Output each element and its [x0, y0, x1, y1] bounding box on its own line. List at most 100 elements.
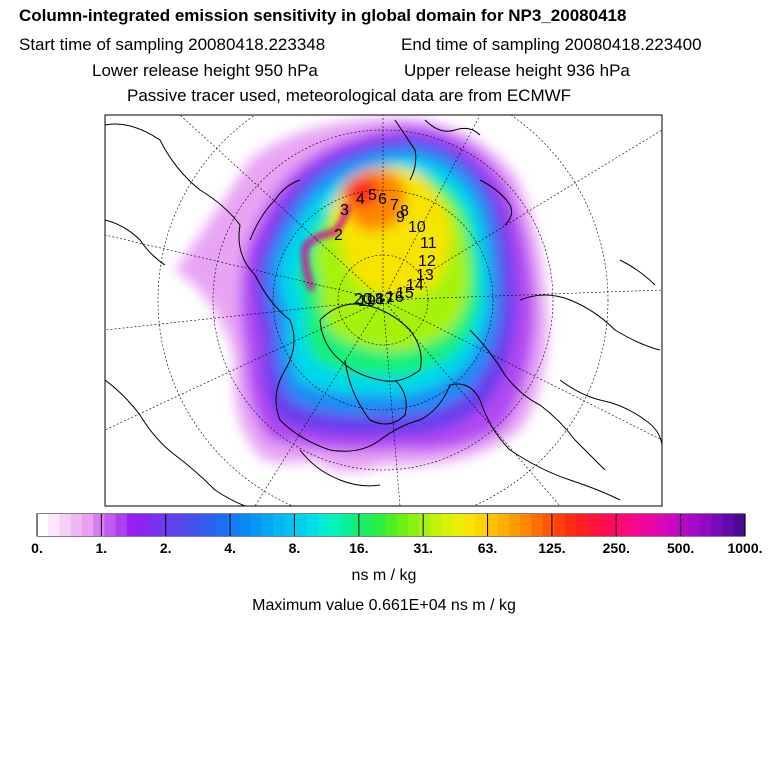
colorbar-cell — [396, 514, 409, 536]
colorbar-label: 250. — [602, 540, 630, 556]
track-label: 10 — [408, 219, 426, 236]
track-label: 18 — [366, 291, 384, 308]
map-frame — [104, 114, 663, 507]
colorbar-label: 63. — [477, 540, 498, 556]
colorbar-cell — [542, 514, 555, 536]
colorbar-cell — [306, 514, 319, 536]
colorbar-cell — [351, 514, 364, 536]
colorbar-cell — [362, 514, 375, 536]
colorbar-cell — [452, 514, 465, 536]
colorbar-cell — [138, 514, 150, 536]
track-label: 17 — [376, 291, 394, 308]
colorbar-cell — [149, 514, 162, 536]
colorbar-label: 8. — [288, 540, 301, 556]
colorbar-cell — [104, 514, 117, 536]
colorbar-cell — [520, 514, 533, 536]
colorbar-cell — [329, 514, 342, 536]
colorbar-cell — [700, 514, 712, 536]
colorbar-label: 16. — [349, 540, 369, 556]
colorbar-cell — [733, 514, 746, 536]
colorbar — [37, 514, 746, 536]
colorbar-cell — [59, 514, 72, 536]
colorbar-cell — [509, 514, 521, 536]
lower-release-height: Lower release height 950 hPa — [92, 61, 318, 80]
tracer-info: Passive tracer used, meteorological data… — [127, 86, 572, 105]
colorbar-cell — [677, 514, 690, 536]
plot-title: Column-integrated emission sensitivity i… — [19, 6, 627, 25]
colorbar-cell — [666, 514, 679, 536]
track-label: 15 — [396, 285, 414, 302]
colorbar-cell — [340, 514, 353, 536]
colorbar-cell — [441, 514, 454, 536]
track-label: 3 — [340, 202, 349, 219]
colorbar-cell — [497, 514, 510, 536]
colorbar-cell — [228, 514, 240, 536]
colorbar-cell — [93, 514, 106, 536]
colorbar-cell — [70, 514, 83, 536]
track-label: 13 — [416, 267, 434, 284]
colorbar-label: 31. — [413, 540, 433, 556]
track-label: 9 — [396, 209, 405, 226]
colorbar-label: 2. — [159, 540, 172, 556]
colorbar-cell — [171, 514, 184, 536]
colorbar-label: 125. — [538, 540, 566, 556]
colorbar-cell — [239, 514, 252, 536]
colorbar-cell — [284, 514, 297, 536]
end-time: End time of sampling 20080418.223400 — [401, 35, 702, 54]
track-label: 6 — [378, 191, 387, 208]
colorbar-cell — [295, 514, 308, 536]
track-label: 7 — [390, 197, 399, 214]
colorbar-cell — [250, 514, 263, 536]
colorbar-cell — [621, 514, 634, 536]
colorbar-cell — [576, 514, 589, 536]
colorbar-cell — [464, 514, 476, 536]
colorbar-cell — [407, 514, 420, 536]
colorbar-label: 1000. — [727, 540, 763, 556]
colorbar-cell — [385, 514, 398, 536]
track-label: 2 — [334, 227, 343, 244]
track-label: 11 — [420, 235, 437, 252]
colorbar-cell — [598, 514, 611, 536]
colorbar-cell — [81, 514, 94, 536]
colorbar-cell — [216, 514, 229, 536]
colorbar-cell — [643, 514, 656, 536]
coastlines — [105, 119, 662, 506]
colorbar-cell — [205, 514, 218, 536]
track-label: 14 — [406, 277, 424, 294]
colorbar-cell — [317, 514, 330, 536]
track-label: 8 — [400, 203, 409, 220]
colorbar-cell — [688, 514, 701, 536]
track-label: 12 — [418, 253, 436, 270]
track-label: 19 — [358, 293, 376, 310]
colorbar-cell — [374, 514, 386, 536]
units-label: ns m / kg — [351, 567, 417, 584]
colorbar-label: 500. — [667, 540, 695, 556]
colorbar-cell — [587, 514, 600, 536]
colorbar-cell — [722, 514, 735, 536]
upper-release-height: Upper release height 936 hPa — [404, 61, 630, 80]
colorbar-cell — [419, 514, 431, 536]
colorbar-cell — [486, 514, 499, 536]
colorbar-cell — [261, 514, 274, 536]
colorbar-label: 1. — [95, 540, 108, 556]
colorbar-cell — [183, 514, 195, 536]
colorbar-cell — [115, 514, 128, 536]
start-time: Start time of sampling 20080418.223348 — [19, 35, 326, 54]
track-label: 16 — [386, 289, 404, 306]
colorbar-label: 0. — [31, 540, 43, 556]
colorbar-cell — [194, 514, 207, 536]
colorbar-cell — [711, 514, 724, 536]
colorbar-cell — [430, 514, 443, 536]
colorbar-cell — [531, 514, 544, 536]
colorbar-cell — [632, 514, 645, 536]
colorbar-cell — [48, 514, 61, 536]
colorbar-cell — [160, 514, 173, 536]
trajectory-core — [301, 204, 351, 291]
colorbar-cell — [565, 514, 578, 536]
colorbar-cell — [655, 514, 667, 536]
colorbar-label: 4. — [224, 540, 236, 556]
colorbar-cell — [126, 514, 139, 536]
track-label: 20 — [354, 291, 372, 308]
track-label: 5 — [368, 187, 377, 204]
